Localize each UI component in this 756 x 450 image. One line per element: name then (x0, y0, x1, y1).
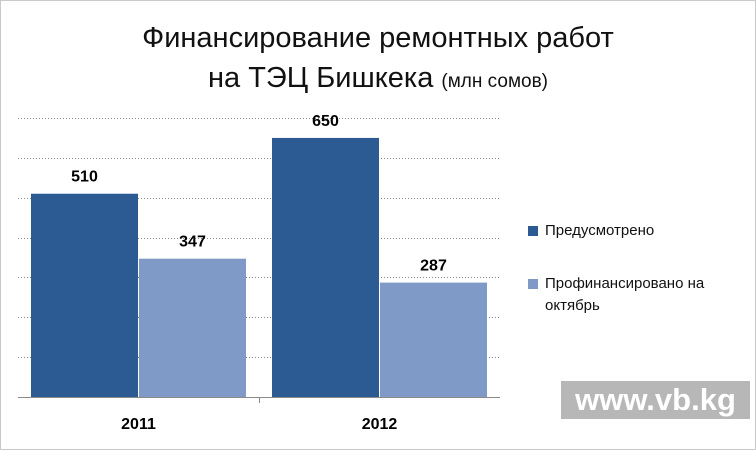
data-label-2011-series-2: 347 (179, 234, 206, 251)
chart-legend: Предусмотрено Профинансировано на октябр… (528, 220, 748, 317)
chart-title: Финансирование ремонтных работ на ТЭЦ Би… (0, 18, 756, 102)
chart-title-unit: (млн сомов) (441, 71, 548, 92)
legend-item-planned: Предусмотрено (528, 220, 748, 242)
legend-label-financed: Профинансировано на октябрь (545, 275, 705, 314)
legend-swatch-planned (528, 226, 538, 236)
data-label-2011-series-1: 510 (71, 169, 98, 186)
chart-title-line-1: Финансирование ремонтных работ (142, 22, 614, 54)
data-label-2012-series-2: 287 (420, 258, 447, 275)
legend-label-planned: Предусмотрено (545, 222, 655, 239)
legend-item-financed: Профинансировано на октябрь (528, 273, 748, 317)
watermark-logo: www.vb.kg (561, 381, 750, 419)
bar-2012-series-1 (272, 137, 379, 397)
x-tick-label-2011: 2011 (121, 416, 156, 433)
bar-2012-series-2 (380, 282, 487, 397)
x-tick-label-2012: 2012 (362, 416, 398, 433)
chart-title-location: на ТЭЦ Бишкека (208, 62, 434, 94)
data-label-2012-series-1: 650 (312, 113, 339, 130)
bar-2011-series-2 (139, 258, 246, 397)
legend-swatch-financed (528, 279, 538, 289)
bar-2011-series-1 (31, 193, 138, 397)
chart-title-line-2: на ТЭЦ Бишкека (млн сомов) (0, 58, 756, 102)
